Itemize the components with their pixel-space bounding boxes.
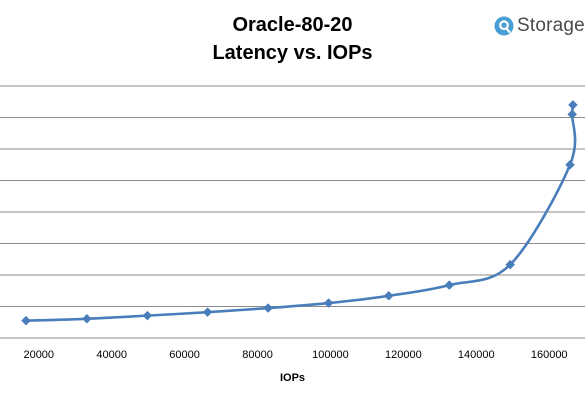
x-tick-label-1: 40000: [96, 349, 127, 361]
series-line-layer: [24, 103, 577, 322]
data-point-1: [82, 313, 92, 324]
x-tick-label-2: 60000: [169, 349, 200, 361]
data-point-8: [505, 259, 516, 270]
data-point-3: [202, 307, 213, 318]
chart-title: Oracle-80-20: [232, 14, 353, 36]
x-tick-label-0: 20000: [23, 349, 54, 361]
x-tick-labels: 20000 40000 60000 80000 100000 120000 140000 16…: [23, 349, 567, 361]
storagereview-logo-icon: [494, 16, 514, 36]
data-point-6: [383, 290, 394, 301]
chart-subtitle: Latency vs. IOPs: [212, 42, 373, 64]
data-point-2: [142, 310, 153, 321]
data-point-11: [568, 100, 578, 110]
data-point-10: [567, 109, 578, 120]
x-tick-label-4: 100000: [312, 349, 349, 361]
series-markers: [21, 100, 578, 326]
brand-name: Storage: [517, 15, 585, 36]
x-tick-label-3: 80000: [242, 349, 273, 361]
x-axis-label: IOPs: [279, 372, 306, 384]
x-tick-label-6: 140000: [458, 349, 495, 361]
data-point-9: [565, 159, 575, 170]
data-point-7: [444, 280, 455, 290]
x-tick-label-7: 160000: [531, 349, 568, 361]
brand-logo: Storage: [494, 13, 585, 39]
series-line: [24, 103, 577, 322]
data-point-0: [21, 315, 31, 326]
data-point-5: [323, 298, 334, 308]
data-point-4: [263, 303, 273, 313]
x-tick-label-5: 120000: [385, 349, 422, 361]
